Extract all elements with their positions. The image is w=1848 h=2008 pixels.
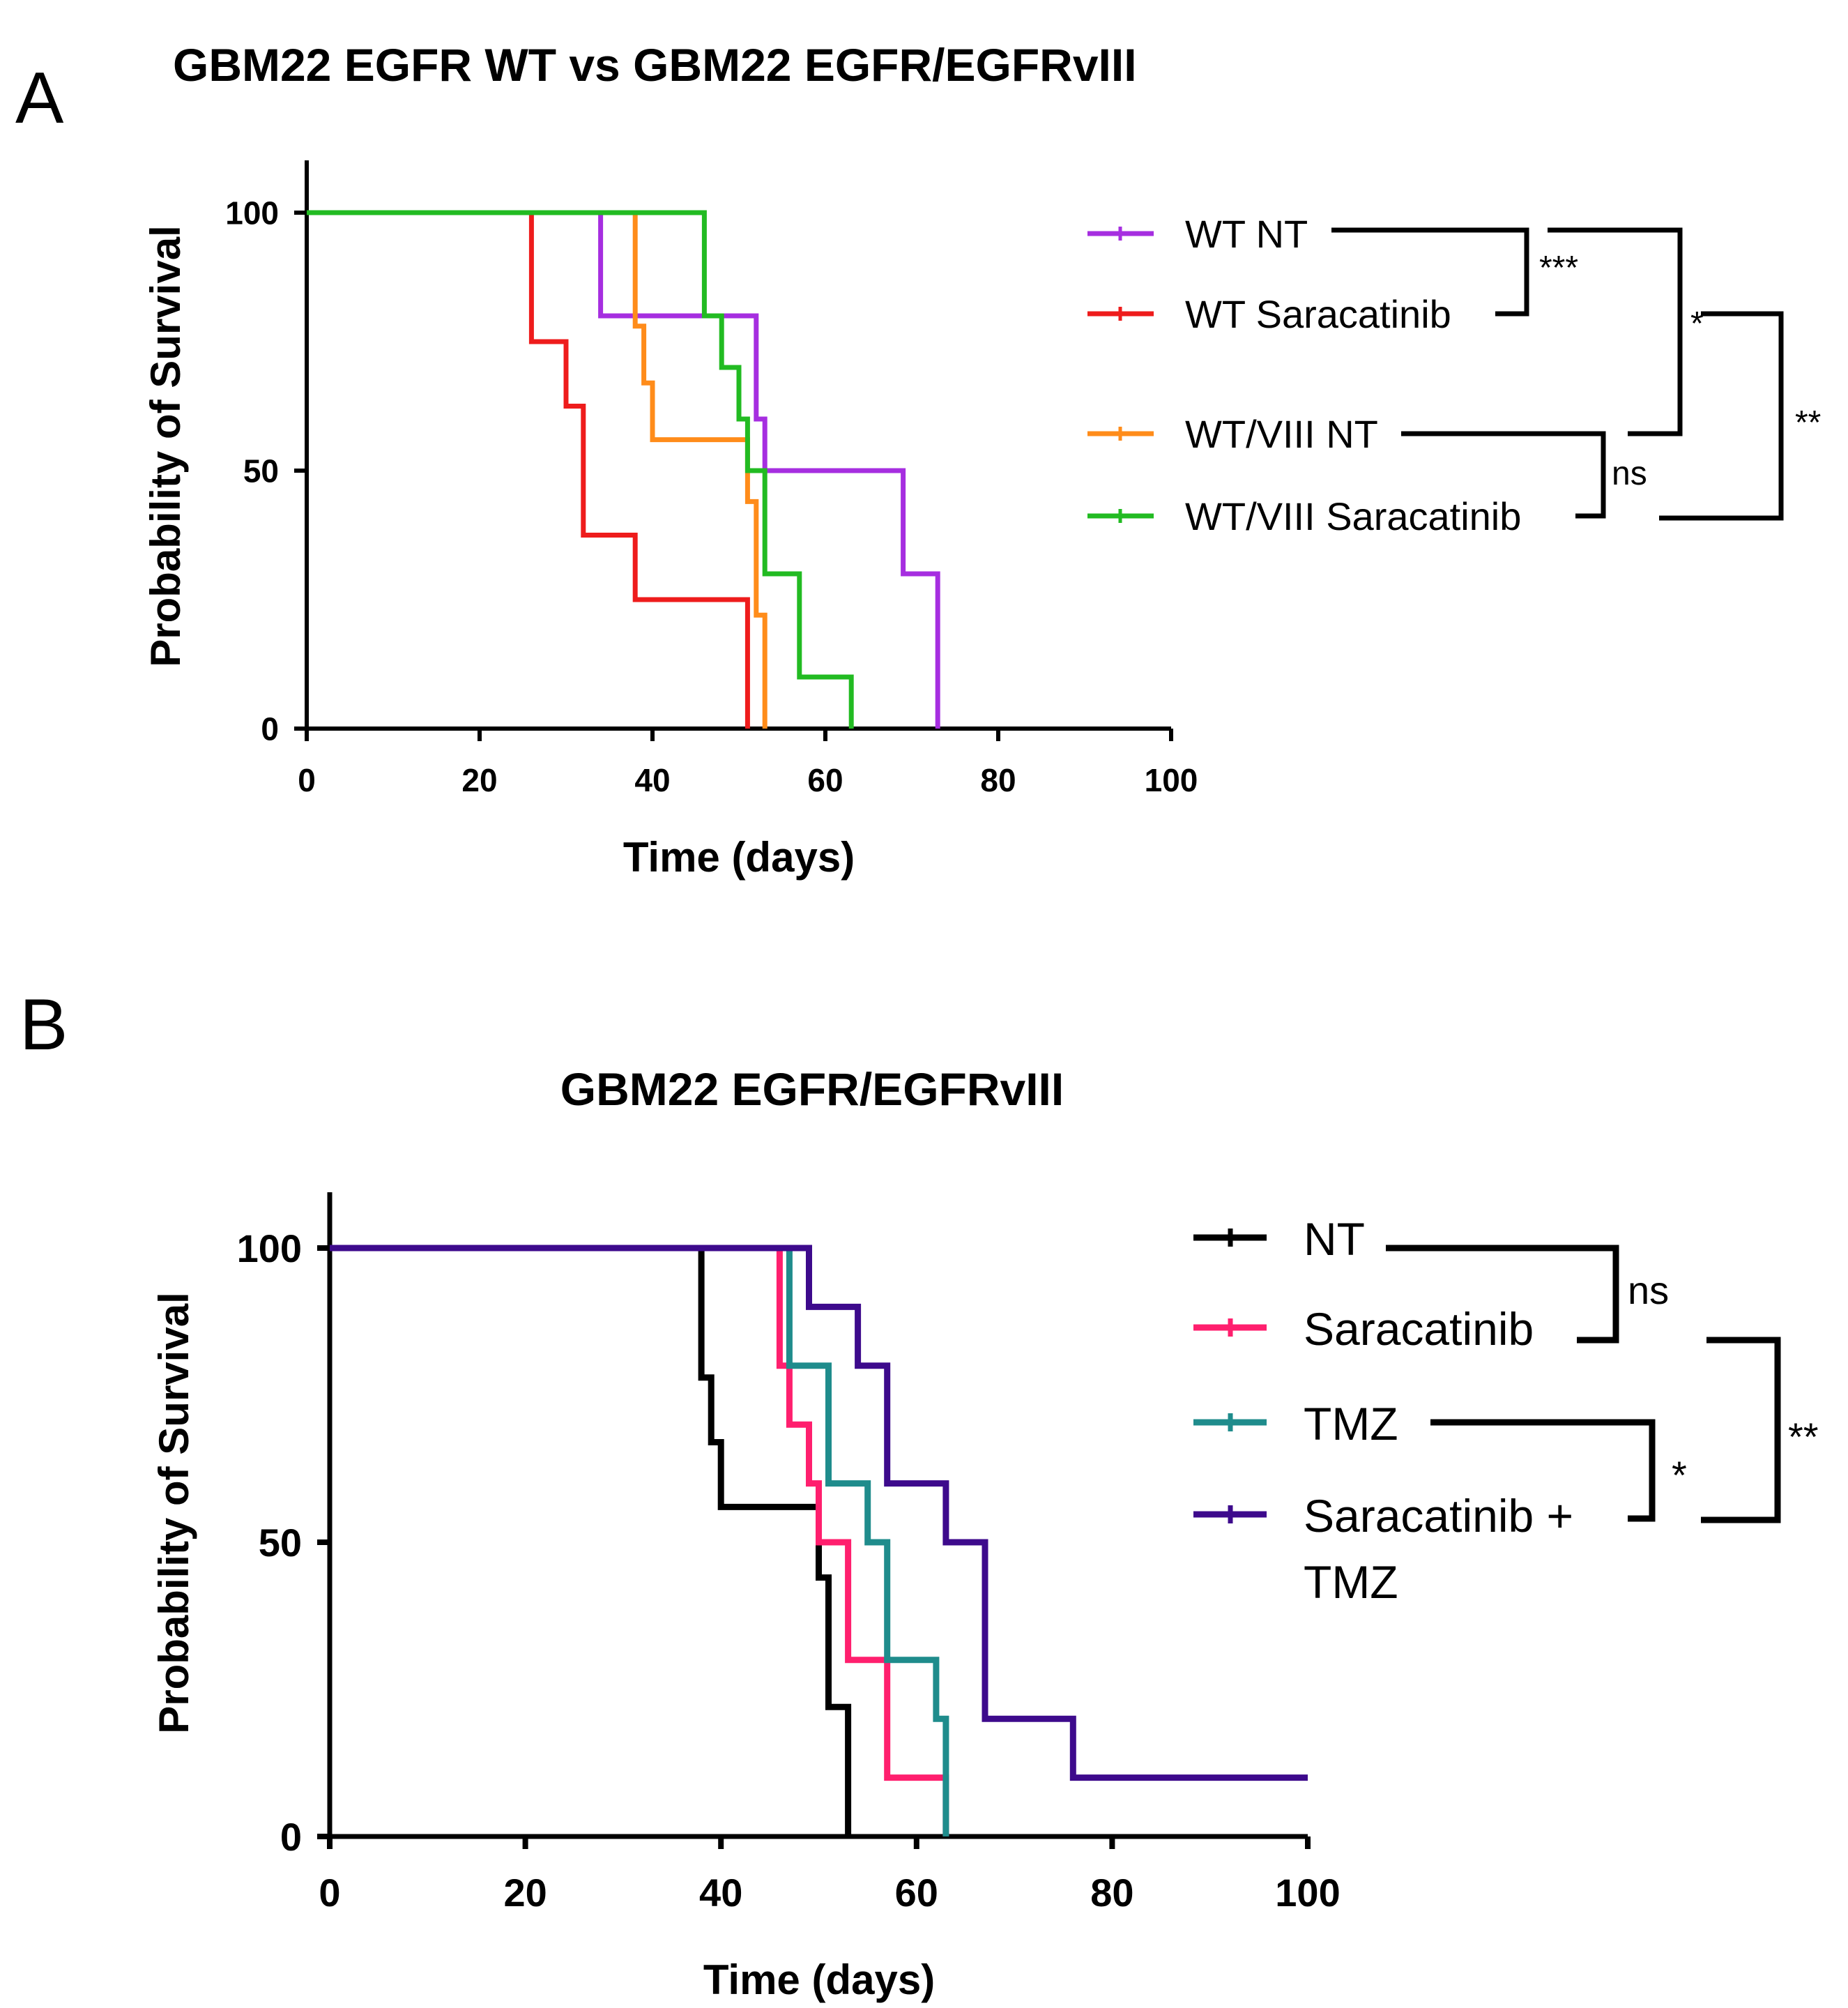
bracket-tmz-vs-saracatinib-tmz xyxy=(1430,1419,1656,1522)
x-tick-label-100: 100 xyxy=(1145,762,1198,798)
panel-a-legend: WT NT WT Saracatinib WT/VIII NT WT/VIII … xyxy=(1087,212,1521,538)
x-tick-label-60: 60 xyxy=(807,762,843,798)
x-tick-label-80: 80 xyxy=(980,762,1016,798)
legend-label-wtviii-nt: WT/VIII NT xyxy=(1185,412,1378,456)
panel-a-title: GBM22 EGFR WT vs GBM22 EGFR/EGFRvIII xyxy=(173,39,1137,91)
legend-label-wt-nt: WT NT xyxy=(1185,212,1308,256)
series-line-wt-viii-nt xyxy=(307,210,768,729)
panel-a-significance-brackets xyxy=(1331,227,1784,521)
series-line-wt-saracatinib xyxy=(307,210,750,729)
x-tick-label-40: 40 xyxy=(699,1871,742,1915)
y-tick-label-50: 50 xyxy=(243,453,279,489)
legend-label-saracatinib-tmz: Saracatinib + xyxy=(1304,1490,1573,1542)
panel-b-title: GBM22 EGFR/EGFRvIII xyxy=(560,1063,1064,1115)
bracket-wt-nt-vs-wt-saracatinib xyxy=(1331,227,1529,317)
panel-b-x-label: Time (days) xyxy=(703,1956,935,2003)
x-tick-label-60: 60 xyxy=(895,1871,938,1915)
sig-label-a-3: ns xyxy=(1612,455,1647,492)
legend-item-wtviii-saracatinib: WT/VIII Saracatinib xyxy=(1087,494,1521,538)
legend-item-saracatinib: Saracatinib xyxy=(1193,1303,1534,1355)
legend-item-nt: NT xyxy=(1193,1213,1365,1265)
y-tick-label-0: 0 xyxy=(280,1815,302,1859)
series-line-wt-viii-saracatinib xyxy=(307,210,854,729)
legend-label-saracatinib: Saracatinib xyxy=(1304,1303,1534,1355)
x-tick-label-0: 0 xyxy=(319,1871,340,1915)
bracket-wtviii-nt-vs-wtviii-saracatinib xyxy=(1401,431,1606,519)
legend-item-wt-nt: WT NT xyxy=(1087,212,1308,256)
panel-b-significance-brackets xyxy=(1386,1245,1781,1523)
legend-item-tmz: TMZ xyxy=(1193,1398,1398,1450)
legend-item-wtviii-nt: WT/VIII NT xyxy=(1087,412,1378,456)
legend-label-tmz: TMZ xyxy=(1304,1398,1398,1450)
panel-a-ticks: 0 20 40 60 80 100 0 50 100 xyxy=(225,195,1198,798)
panel-b-ticks: 0 20 40 60 80 100 0 50 100 xyxy=(237,1226,1341,1915)
bracket-nt-vs-saracatinib xyxy=(1386,1245,1619,1344)
sig-label-a-4: ** xyxy=(1795,404,1821,441)
legend-item-wt-saracatinib: WT Saracatinib xyxy=(1087,292,1451,336)
bracket-wt-nt-vs-wtviii-nt xyxy=(1548,227,1683,436)
panel-a-plot: 0 20 40 60 80 100 0 50 100 xyxy=(225,160,1198,798)
x-tick-label-20: 20 xyxy=(503,1871,547,1915)
panel-a-y-label: Probability of Survival xyxy=(142,225,189,667)
sig-label-a-1: *** xyxy=(1539,250,1578,287)
series-line-saracatinib xyxy=(330,1245,949,1836)
x-tick-label-100: 100 xyxy=(1275,1871,1340,1915)
panel-a-x-label: Time (days) xyxy=(623,834,855,881)
y-tick-label-50: 50 xyxy=(259,1521,302,1565)
panel-b-series xyxy=(330,1245,1308,1836)
series-line-nt xyxy=(330,1245,852,1836)
panel-b-y-label: Probability of Survival xyxy=(151,1292,197,1734)
panel-a-series xyxy=(307,210,940,729)
panel-a: A GBM22 EGFR WT vs GBM22 EGFR/EGFRvIII 0… xyxy=(15,39,1821,881)
x-tick-label-20: 20 xyxy=(461,762,497,798)
x-tick-label-40: 40 xyxy=(634,762,670,798)
panel-b-letter: B xyxy=(20,984,68,1065)
sig-label-b-3: ** xyxy=(1788,1415,1819,1459)
panel-b-plot: 0 20 40 60 80 100 0 50 100 xyxy=(237,1192,1341,1915)
y-tick-label-100: 100 xyxy=(237,1226,302,1270)
legend-label-wtviii-saracatinib: WT/VIII Saracatinib xyxy=(1185,494,1521,538)
legend-label-nt: NT xyxy=(1304,1213,1365,1265)
legend-item-saracatinib-tmz: Saracatinib + TMZ xyxy=(1193,1490,1573,1608)
sig-label-b-1: ns xyxy=(1628,1268,1669,1312)
y-tick-label-0: 0 xyxy=(261,711,279,747)
series-line-saracatinib-tmz xyxy=(330,1245,1308,1781)
bracket-wt-saracatinib-vs-wtviii-saracatinib xyxy=(1659,311,1784,521)
panel-a-letter: A xyxy=(15,58,64,139)
sig-label-b-2: * xyxy=(1672,1453,1687,1497)
x-tick-label-0: 0 xyxy=(298,762,316,798)
sig-label-a-2: * xyxy=(1690,305,1704,342)
series-line-wt-nt xyxy=(307,210,940,729)
panel-b-legend: NT Saracatinib TMZ Saracatinib + TMZ xyxy=(1193,1213,1573,1608)
y-tick-label-100: 100 xyxy=(225,195,279,231)
x-tick-label-80: 80 xyxy=(1090,1871,1133,1915)
legend-label-saracatinib-tmz-line2: TMZ xyxy=(1304,1556,1398,1608)
series-line-tmz xyxy=(330,1245,949,1836)
legend-label-wt-saracatinib: WT Saracatinib xyxy=(1185,292,1451,336)
bracket-saracatinib-vs-saracatinib-tmz xyxy=(1701,1337,1781,1523)
panel-b: B GBM22 EGFR/EGFRvIII 0 20 40 60 80 100 0 50 100… xyxy=(20,984,1819,2003)
